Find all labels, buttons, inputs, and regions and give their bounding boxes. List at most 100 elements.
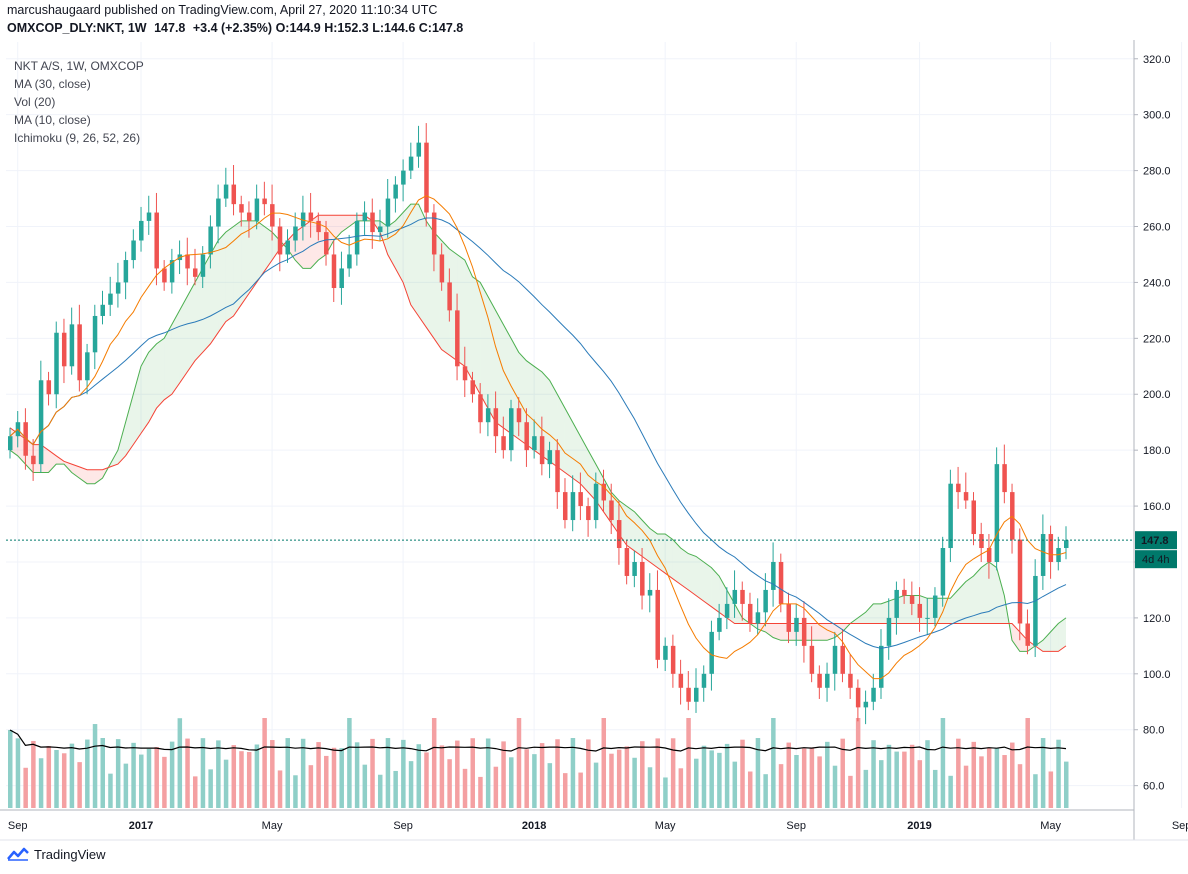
candle-body — [848, 673, 853, 688]
cloud-segment — [634, 511, 643, 557]
volume-bar — [23, 767, 28, 808]
candle-body — [516, 408, 522, 423]
candle-body — [270, 204, 275, 227]
volume-bar — [200, 738, 206, 808]
volume-bar — [354, 742, 360, 808]
legend-title[interactable]: NKT A/S, 1W, OMXCOP — [14, 59, 144, 73]
candle-body — [755, 612, 761, 624]
volume-bar — [1025, 718, 1030, 808]
volume-bar — [578, 772, 583, 808]
volume-bar — [439, 745, 445, 808]
candle-body — [886, 617, 892, 646]
volume-bar — [1033, 774, 1038, 808]
cloud-segment — [495, 310, 504, 428]
volume-bar — [555, 739, 560, 808]
cloud-segment — [703, 561, 712, 607]
candle-body — [1025, 623, 1030, 646]
ma10-line — [9, 195, 1067, 680]
footer-brand[interactable]: TradingView — [6, 846, 106, 862]
plot-background — [0, 40, 1188, 840]
candle-body — [509, 408, 514, 451]
candle-body — [524, 422, 529, 451]
volume-bar — [655, 738, 660, 808]
cloud-segment — [665, 534, 673, 579]
volume-bar — [8, 730, 13, 808]
price-tick-label: 200.0 — [1143, 389, 1171, 401]
last-price-tag — [1135, 531, 1177, 550]
volume-bar — [416, 744, 422, 808]
symbol-label: OMXCOP_DLY:NKT, 1W — [7, 21, 147, 35]
last-price: 147.8 — [154, 21, 186, 35]
cloud-segment — [202, 254, 211, 353]
candle-body — [578, 492, 583, 507]
candle-body — [994, 464, 1000, 562]
volume-bar — [46, 746, 52, 808]
volume-bar — [478, 776, 483, 808]
candles — [8, 123, 1069, 725]
volume-bar — [77, 762, 82, 808]
candle-body — [416, 142, 422, 157]
candle-body — [146, 212, 152, 221]
cloud-segment — [696, 556, 704, 602]
volume-bar — [377, 774, 383, 808]
legend-volume[interactable]: Vol (20) — [14, 95, 56, 109]
volume-bar — [994, 748, 1000, 808]
candle-body — [431, 212, 437, 255]
volume-bar — [562, 773, 568, 808]
volume-bar — [424, 752, 429, 808]
price-tick-label: 100.0 — [1143, 669, 1171, 681]
cloud-segment — [349, 215, 357, 227]
candle-body — [385, 198, 391, 227]
tradingview-logo-icon — [7, 847, 29, 861]
volume-bar — [686, 718, 691, 808]
cloud-segment — [418, 204, 427, 328]
cloud-segment — [48, 450, 57, 473]
volume-bar — [501, 741, 506, 808]
legend-ichimoku[interactable]: Ichimoku (9, 26, 52, 26) — [14, 131, 141, 145]
volume-bar — [771, 718, 776, 808]
volume-bar — [1010, 742, 1015, 808]
candle-body — [192, 268, 198, 277]
price-tick-label: 320.0 — [1143, 54, 1171, 66]
cloud-segment — [148, 343, 157, 423]
volume-bar — [308, 765, 314, 808]
candle-body — [732, 589, 738, 604]
cloud-segment — [487, 296, 496, 423]
candle-body — [54, 332, 59, 395]
candle-body — [470, 380, 475, 395]
volume-bar — [586, 739, 591, 808]
volume-bar — [270, 740, 275, 808]
candle-body — [655, 589, 660, 660]
close-value: 147.8 — [431, 21, 464, 35]
low-label: L: — [372, 21, 384, 35]
cloud-segment — [857, 612, 866, 624]
candle-body — [547, 450, 553, 465]
candle-body — [38, 380, 44, 465]
candle-body — [855, 687, 861, 708]
volume-bar — [285, 738, 290, 808]
cloud-segment — [210, 240, 219, 344]
cloud-segment — [1042, 631, 1051, 652]
candle-body — [871, 687, 876, 702]
cloud-segment — [241, 220, 249, 305]
candle-body — [925, 617, 930, 619]
volume-bar — [61, 753, 67, 808]
candle-body — [740, 589, 745, 604]
candle-body — [956, 483, 961, 493]
candle-body — [293, 226, 298, 241]
volume-bar — [208, 769, 213, 808]
volume-bar — [848, 775, 853, 808]
candle-body — [100, 304, 105, 316]
cloud-segment — [996, 567, 1005, 624]
legend-ma30[interactable]: MA (30, close) — [14, 77, 91, 91]
candle-body — [123, 260, 129, 283]
volume-bar — [879, 760, 884, 808]
time-tick-label: Sep — [393, 820, 413, 832]
candle-body — [1048, 534, 1054, 562]
legend-ma10[interactable]: MA (10, close) — [14, 113, 91, 127]
cloud-segment — [171, 310, 180, 395]
volume-bar — [31, 740, 36, 808]
candle-body — [701, 673, 707, 688]
candle-body — [262, 198, 267, 205]
